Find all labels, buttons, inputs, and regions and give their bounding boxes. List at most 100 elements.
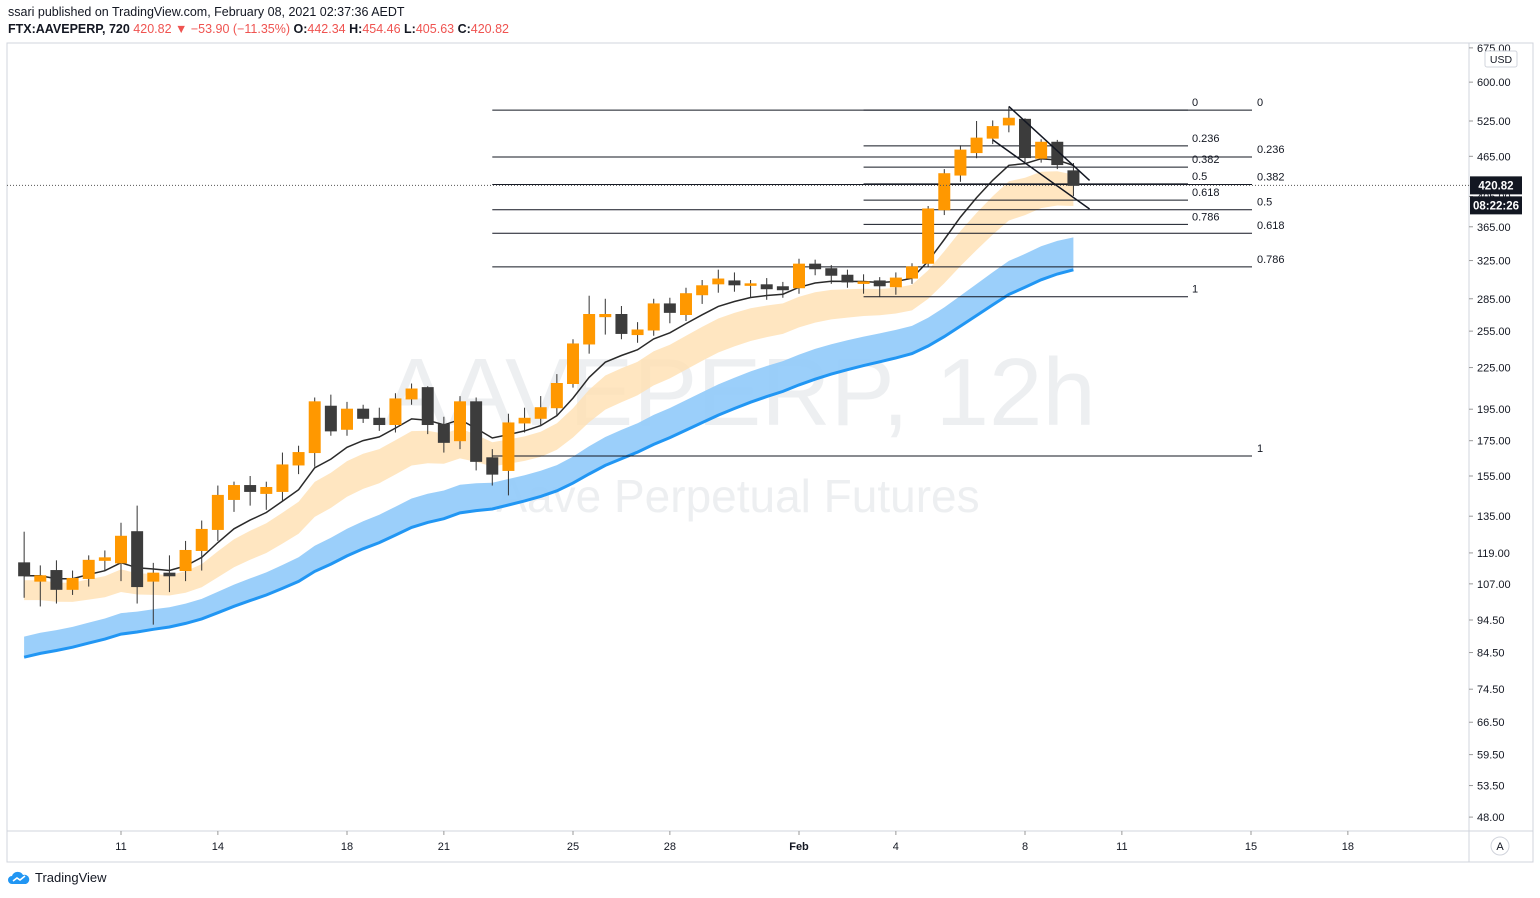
candle bbox=[583, 295, 596, 354]
candle bbox=[244, 476, 257, 506]
auto-scale-button[interactable] bbox=[1490, 836, 1510, 856]
candle-body-up bbox=[631, 329, 644, 336]
wedge-trendline bbox=[992, 139, 1091, 210]
price-tick-label: 600.00 bbox=[1477, 77, 1511, 89]
candle-body-down bbox=[776, 286, 789, 291]
candle-body-up bbox=[276, 464, 289, 492]
symbol-name: FTX:AAVEPERP, 720 bbox=[8, 22, 130, 36]
candle-body-up bbox=[712, 278, 725, 285]
price-tick-label: 53.50 bbox=[1477, 781, 1505, 793]
candle bbox=[66, 570, 79, 595]
candle-body-up bbox=[857, 281, 870, 284]
candle-body-down bbox=[1019, 118, 1031, 159]
price-tick-label: 94.50 bbox=[1477, 615, 1505, 627]
candle-body-up bbox=[308, 401, 321, 454]
time-tick-label: 18 bbox=[1342, 841, 1354, 853]
candle-body-down bbox=[437, 424, 450, 443]
low-value: 405.63 bbox=[415, 22, 455, 36]
price-tick-label: 525.00 bbox=[1477, 116, 1511, 128]
candle-body-up bbox=[405, 388, 418, 400]
tradingview-logo[interactable]: TradingView bbox=[8, 870, 107, 885]
candle bbox=[1067, 162, 1080, 197]
candle bbox=[938, 169, 951, 216]
candle bbox=[421, 386, 434, 435]
candle bbox=[341, 401, 353, 436]
candle-body-down bbox=[615, 314, 628, 334]
time-tick-label: 18 bbox=[341, 841, 353, 853]
candle-body-up bbox=[292, 452, 305, 466]
candle-body-up bbox=[195, 528, 208, 551]
candle-body-down bbox=[50, 570, 63, 590]
ema-cloud-blue bbox=[24, 237, 1074, 658]
price-tick-label: 255.00 bbox=[1477, 326, 1511, 338]
fib-secondary-level-label: 0 bbox=[1192, 97, 1198, 109]
candle bbox=[518, 407, 531, 433]
fib-primary-level-label: 0.382 bbox=[1257, 172, 1285, 184]
price-tick-label: 285.00 bbox=[1477, 294, 1511, 306]
time-tick-label: 21 bbox=[438, 841, 450, 853]
candle-body-up bbox=[228, 485, 240, 500]
candle-body-up bbox=[986, 126, 999, 139]
wedge-trendline bbox=[1008, 105, 1091, 181]
price-tick-label: 84.50 bbox=[1477, 648, 1505, 660]
countdown-tag bbox=[1470, 196, 1522, 215]
chart-frame bbox=[6, 42, 1534, 863]
time-tick-label: 11 bbox=[1116, 841, 1127, 853]
candle-body-down bbox=[873, 280, 886, 287]
price-tick-label: 365.00 bbox=[1477, 222, 1511, 234]
candle-body-up bbox=[938, 173, 951, 211]
candle-body-down bbox=[841, 274, 854, 283]
candle bbox=[954, 145, 967, 182]
fib-secondary-level-label: 1 bbox=[1192, 284, 1198, 296]
currency-box bbox=[1484, 50, 1518, 68]
candle bbox=[680, 287, 692, 322]
time-tick-label: Feb bbox=[789, 841, 809, 853]
candle bbox=[631, 322, 644, 343]
fib-primary-level-label: 0.236 bbox=[1257, 144, 1285, 156]
price-tick-label: 155.00 bbox=[1477, 471, 1511, 483]
candle-body-down bbox=[1067, 170, 1080, 186]
candle-body-up bbox=[744, 283, 757, 286]
candle bbox=[663, 297, 676, 324]
fib-primary-level-label: 0.618 bbox=[1257, 220, 1285, 232]
candle bbox=[195, 520, 208, 571]
candle bbox=[228, 481, 240, 512]
candle-body-up bbox=[567, 343, 579, 385]
candle bbox=[276, 452, 289, 502]
candle bbox=[1035, 139, 1048, 163]
candle bbox=[98, 550, 111, 571]
candle bbox=[857, 274, 870, 294]
fib-secondary-level-label: 0.236 bbox=[1192, 133, 1220, 145]
candle-body-up bbox=[970, 137, 983, 154]
close-label: C: bbox=[457, 22, 471, 36]
candle-body-down bbox=[421, 387, 434, 426]
fib-secondary-level-label: 0.382 bbox=[1192, 154, 1220, 166]
ema-line-blue bbox=[23, 268, 1074, 659]
symbol-header: FTX:AAVEPERP, 720 420.82 ▼ −53.90 (−11.3… bbox=[8, 22, 509, 36]
candle bbox=[292, 445, 305, 475]
candle-body-up bbox=[179, 549, 192, 572]
candle bbox=[841, 269, 854, 288]
candle bbox=[34, 565, 47, 607]
last-price: 420.82 bbox=[133, 22, 172, 36]
time-tick-label: 25 bbox=[567, 841, 579, 853]
last-price-tag bbox=[1470, 176, 1522, 195]
candle-body-down bbox=[244, 485, 257, 492]
high-label: H: bbox=[349, 22, 363, 36]
candle bbox=[357, 404, 370, 423]
candle-body-up bbox=[66, 577, 79, 590]
candle bbox=[825, 265, 838, 284]
candle bbox=[163, 555, 176, 593]
candle bbox=[809, 259, 822, 276]
candle bbox=[405, 383, 418, 405]
high-value: 454.46 bbox=[362, 22, 401, 36]
candle-body-up bbox=[82, 559, 95, 579]
fib-primary-level-label: 1 bbox=[1257, 443, 1263, 455]
candle bbox=[567, 339, 579, 388]
candle-body-down bbox=[728, 280, 741, 286]
candle bbox=[373, 407, 386, 431]
fib-secondary-level-label: 0.5 bbox=[1192, 171, 1207, 183]
candle-body-up bbox=[98, 557, 111, 561]
candle bbox=[147, 562, 160, 625]
